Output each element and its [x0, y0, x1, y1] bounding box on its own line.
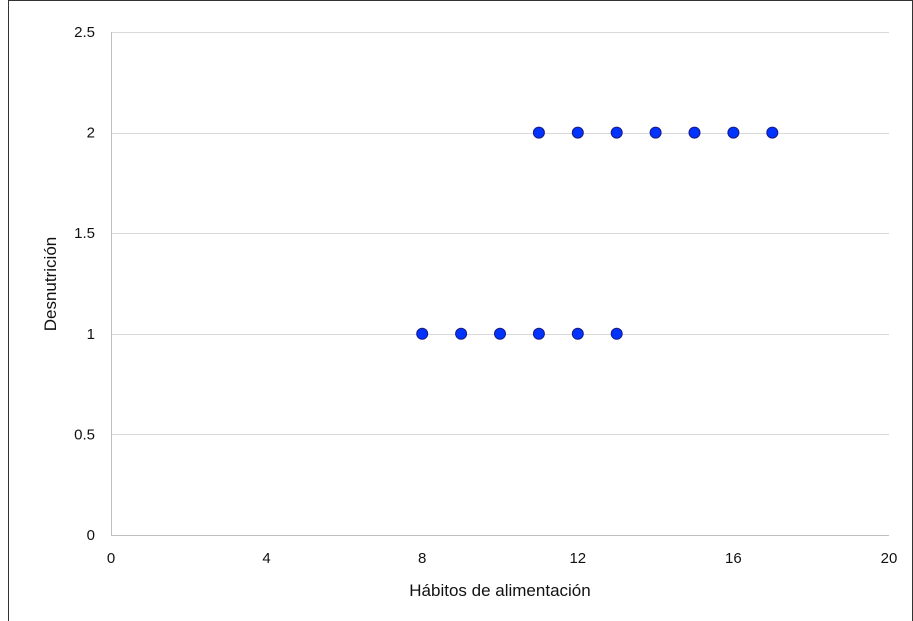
data-point-0 [416, 327, 429, 340]
data-point-7 [571, 126, 584, 139]
y-tick-label-5: 2.5 [74, 24, 95, 41]
axes [111, 32, 889, 536]
gridlines [111, 32, 889, 435]
tick-labels: 0 0.5 1 1.5 2 2.5 0 4 8 12 16 20 [74, 24, 897, 567]
y-tick-label-2: 1 [87, 326, 95, 343]
x-tick-label-1: 4 [262, 550, 270, 567]
y-axis-title: Desnutrición [41, 237, 60, 332]
data-point-6 [532, 126, 545, 139]
x-tick-label-2: 8 [418, 550, 426, 567]
data-point-5 [610, 327, 623, 340]
x-tick-label-4: 16 [725, 550, 742, 567]
data-point-3 [532, 327, 545, 340]
y-tick-label-4: 2 [87, 125, 95, 142]
data-point-9 [649, 126, 662, 139]
data-point-4 [571, 327, 584, 340]
x-axis-title: Hábitos de alimentación [409, 581, 590, 600]
x-tick-label-3: 12 [569, 550, 586, 567]
data-point-8 [610, 126, 623, 139]
x-tick-label-0: 0 [107, 550, 115, 567]
x-tick-label-5: 20 [881, 550, 898, 567]
data-points [416, 126, 779, 340]
data-point-1 [455, 327, 468, 340]
data-point-2 [494, 327, 506, 340]
y-tick-label-3: 1.5 [74, 225, 95, 242]
y-tick-label-1: 0.5 [74, 426, 95, 443]
data-point-12 [766, 126, 779, 139]
y-tick-label-0: 0 [87, 527, 95, 544]
data-point-11 [727, 126, 740, 139]
data-point-10 [688, 126, 701, 139]
